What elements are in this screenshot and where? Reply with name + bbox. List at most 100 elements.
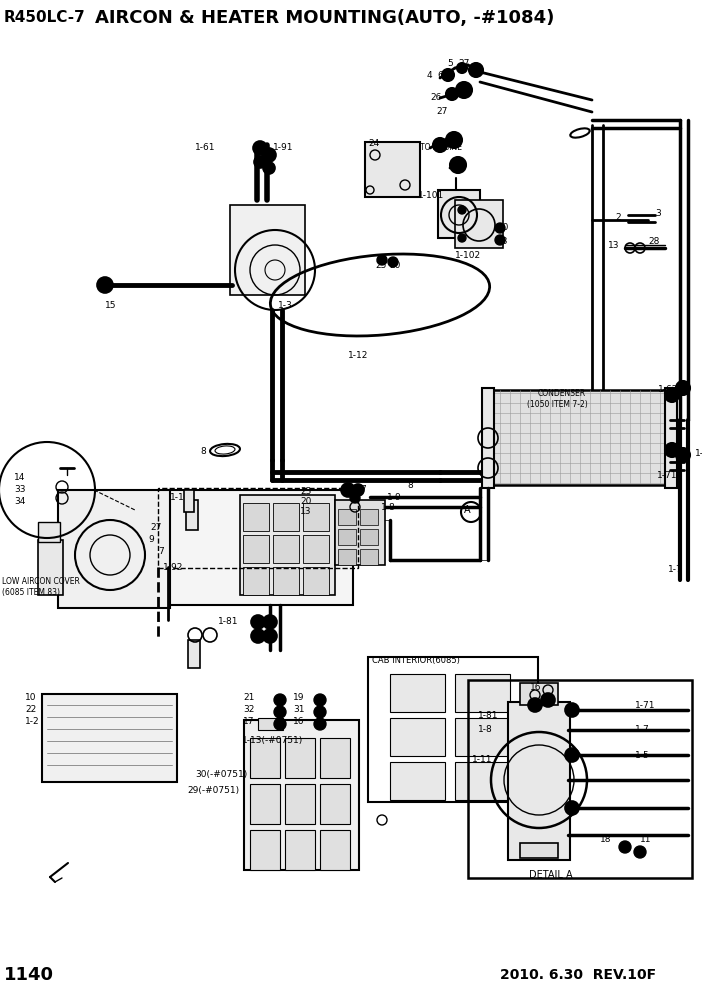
Text: 1-92: 1-92 [163,562,183,571]
Circle shape [253,141,267,155]
Circle shape [263,615,277,629]
Circle shape [458,206,466,214]
Text: 1-62: 1-62 [658,386,678,395]
Text: 34: 34 [14,498,25,507]
Circle shape [350,493,360,503]
Bar [243,503,269,531]
Circle shape [446,88,458,100]
Circle shape [565,748,579,762]
Bar [338,509,356,525]
Text: A: A [464,505,470,515]
Text: 23: 23 [300,487,312,497]
Text: 15: 15 [105,301,117,310]
Bar [520,683,558,705]
Text: CAB INTERIOR(6085): CAB INTERIOR(6085) [372,656,460,665]
Bar [468,680,692,878]
Text: 1-71: 1-71 [635,700,656,709]
Bar [250,784,280,824]
Text: 1-3: 1-3 [278,301,293,310]
Bar [390,718,445,756]
Circle shape [251,629,265,643]
Circle shape [469,63,483,77]
Text: 19: 19 [293,693,305,702]
Circle shape [352,484,364,496]
Bar [58,490,170,608]
Bar [250,738,280,778]
Circle shape [262,148,276,162]
Text: 13: 13 [300,508,312,517]
Text: 6: 6 [437,71,443,80]
Circle shape [457,63,467,73]
Text: 1-6: 1-6 [695,448,702,457]
Text: 1-7: 1-7 [635,725,650,734]
Text: 2010. 6.30  REV.10F: 2010. 6.30 REV.10F [500,968,656,982]
Bar [482,388,494,488]
Text: 7: 7 [158,548,164,557]
Text: 1-13(-#0751): 1-13(-#0751) [242,735,303,745]
Bar [285,738,315,778]
Text: 3: 3 [655,209,661,218]
Text: 24: 24 [368,139,379,148]
Text: 1-102: 1-102 [455,252,481,261]
Bar [360,529,378,545]
Bar [243,535,269,563]
Text: (1050 ITEM 7-2): (1050 ITEM 7-2) [527,400,588,409]
Text: 7: 7 [360,485,366,494]
Text: 1-5: 1-5 [635,751,650,760]
Text: 10: 10 [25,692,37,701]
Text: 14: 14 [14,473,25,482]
Bar [250,830,280,870]
Circle shape [565,801,579,815]
Bar [665,388,677,488]
Bar [186,500,198,530]
Circle shape [314,694,326,706]
Bar [230,205,305,295]
Bar [455,674,510,712]
Text: 30(-#0751): 30(-#0751) [195,771,247,780]
Circle shape [97,277,113,293]
Text: 13: 13 [497,237,508,246]
Bar [320,738,350,778]
Circle shape [263,629,277,643]
Bar [455,718,510,756]
Bar [273,535,299,563]
Bar [303,535,329,563]
Text: LOW AIRCON COVER: LOW AIRCON COVER [2,577,80,586]
Circle shape [619,841,631,853]
Text: 22: 22 [25,705,37,714]
Bar [188,640,200,668]
Text: 9: 9 [148,536,154,545]
Text: 20: 20 [497,223,508,232]
Bar [285,784,315,824]
Text: 31: 31 [293,705,305,714]
Circle shape [377,255,387,265]
Bar [240,495,335,595]
Circle shape [388,257,398,267]
Circle shape [676,381,690,395]
Bar [258,718,283,730]
Text: 1-7: 1-7 [668,565,683,574]
Text: 32: 32 [243,705,254,714]
Circle shape [634,846,646,858]
Text: 28: 28 [648,237,659,246]
Text: 1-1: 1-1 [170,492,185,502]
Bar [184,490,194,512]
Text: 1-81: 1-81 [218,617,239,627]
Bar [390,762,445,800]
Text: 1-101: 1-101 [418,190,444,199]
Text: 1-61: 1-61 [195,144,216,153]
Text: 1-8: 1-8 [381,504,396,513]
Circle shape [263,162,275,174]
Text: 29(-#0751): 29(-#0751) [187,786,239,795]
Circle shape [442,69,454,81]
Circle shape [665,443,679,457]
Bar [38,540,63,595]
Text: 27: 27 [150,523,161,532]
Bar [303,503,329,531]
Text: 26: 26 [430,93,442,102]
Bar [365,142,420,197]
Bar [360,549,378,565]
Circle shape [665,388,679,402]
Text: 18: 18 [600,835,611,844]
Bar [320,784,350,824]
